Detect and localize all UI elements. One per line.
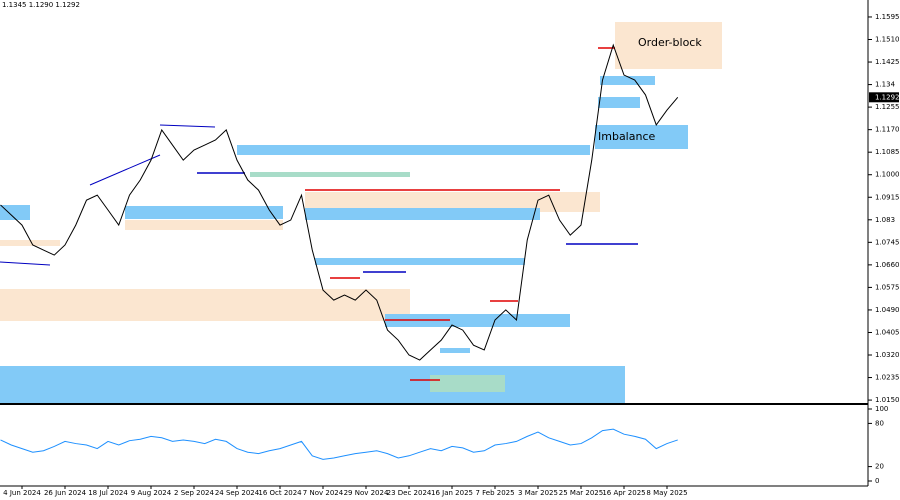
x-tick-label: 24 Sep 2024 — [215, 489, 260, 497]
trend-line — [89, 154, 161, 186]
y-tick-label: 1.0575 — [875, 283, 900, 291]
order-block-zone — [615, 22, 722, 69]
x-tick-label: 16 Jan 2025 — [431, 489, 473, 497]
imbalance-zone — [595, 125, 688, 149]
last-price-box — [869, 92, 899, 103]
x-tick-label: 29 Nov 2024 — [344, 489, 389, 497]
zone — [0, 366, 625, 403]
zone — [305, 208, 540, 220]
zone — [125, 206, 283, 219]
last-price-label: 1.1292 — [875, 93, 900, 101]
zone — [0, 205, 30, 220]
y-tick-label: 1.1425 — [875, 58, 900, 66]
y-tick-label: 1.0150 — [875, 396, 900, 404]
zone — [600, 76, 655, 85]
y-tick-label: 20 — [875, 463, 884, 471]
y-tick-label: 80 — [875, 419, 884, 427]
x-tick-label: 2 Sep 2024 — [174, 489, 214, 497]
y-tick-label: 1.134 — [875, 81, 896, 89]
zone — [440, 348, 470, 353]
y-tick-label: 1.0405 — [875, 328, 900, 336]
series-line — [0, 43, 679, 361]
x-tick-label: 7 Feb 2025 — [475, 489, 514, 497]
y-tick-label: 1.083 — [875, 216, 895, 224]
y-tick-label: 1.1170 — [875, 126, 900, 134]
x-tick-label: 18 Jul 2024 — [88, 489, 128, 497]
x-tick-label: 16 Apr 2025 — [602, 489, 645, 497]
y-tick-label: 1.0490 — [875, 306, 900, 314]
zones — [0, 22, 722, 403]
x-tick-label: 16 Oct 2024 — [258, 489, 302, 497]
zone — [598, 97, 640, 108]
levels — [0, 47, 638, 381]
trend-line — [159, 124, 216, 128]
y-tick-label: 100 — [875, 405, 888, 413]
y-tick-label: 1.0745 — [875, 238, 900, 246]
x-tick-label: 7 Nov 2024 — [303, 489, 344, 497]
zone — [0, 289, 410, 321]
zone — [385, 314, 570, 327]
zone — [430, 375, 505, 392]
y-tick-label: 1.1085 — [875, 148, 900, 156]
zone — [305, 192, 600, 212]
annotation: Order-block — [638, 36, 702, 49]
annotation: Imbalance — [598, 130, 655, 143]
zone — [250, 172, 410, 177]
y-tick-label: 1.0660 — [875, 261, 900, 269]
y-tick-label: 1.0915 — [875, 193, 900, 201]
zone — [125, 220, 283, 230]
y-tick-label: 1.1255 — [875, 103, 900, 111]
x-tick-label: 23 Dec 2024 — [387, 489, 432, 497]
zone — [0, 240, 60, 246]
x-tick-label: 9 Aug 2024 — [131, 489, 172, 497]
x-tick-label: 26 Jun 2024 — [44, 489, 87, 497]
trend-line — [0, 261, 51, 266]
x-tick-label: 4 Jun 2024 — [3, 489, 41, 497]
x-tick-label: 8 May 2025 — [646, 489, 687, 497]
ohlc-header: 1.1345 1.1290 1.1292 — [2, 1, 80, 9]
y-tick-label: 1.1510 — [875, 36, 900, 44]
y-tick-label: 1.0320 — [875, 351, 900, 359]
series-line — [0, 428, 678, 460]
y-tick-label: 0 — [875, 477, 879, 485]
y-tick-label: 1.1595 — [875, 13, 900, 21]
x-tick-label: 3 Mar 2025 — [518, 489, 558, 497]
zone — [315, 258, 525, 265]
zone — [237, 145, 590, 155]
y-tick-label: 1.1000 — [875, 171, 900, 179]
y-tick-label: 1.0235 — [875, 374, 900, 382]
x-tick-label: 25 Mar 2025 — [559, 489, 603, 497]
